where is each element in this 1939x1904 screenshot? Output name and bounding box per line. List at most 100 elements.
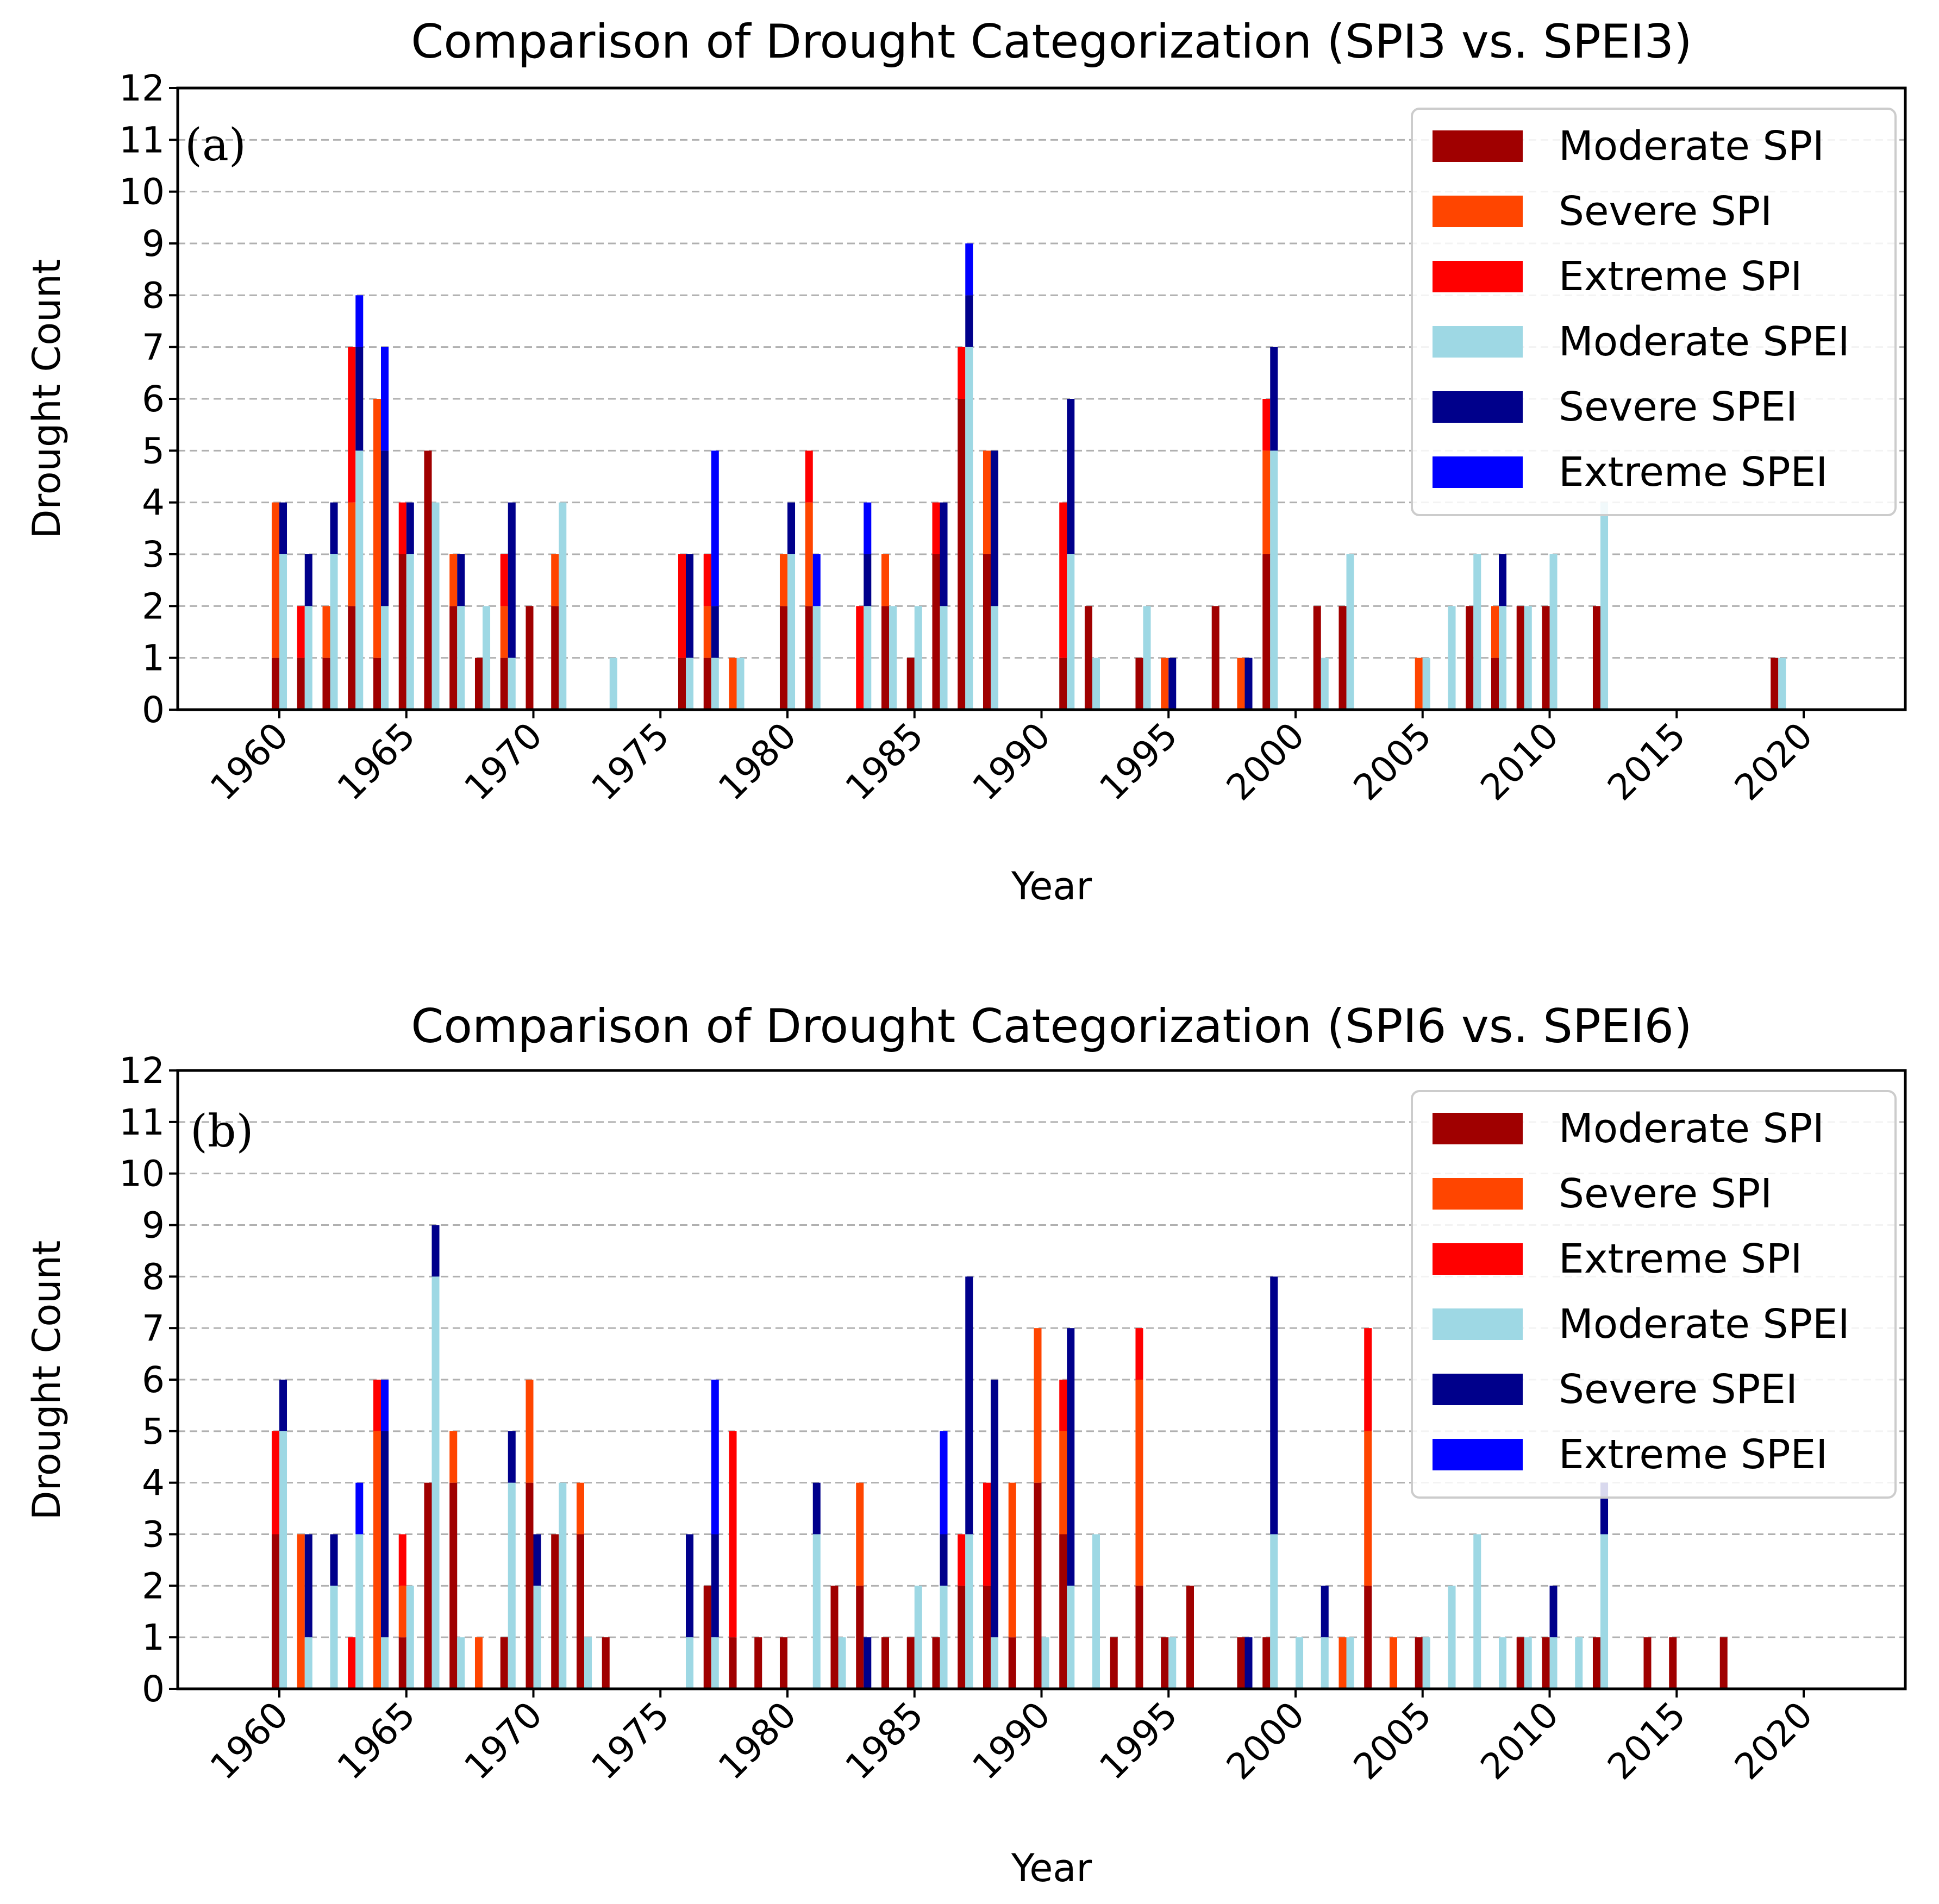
bar-moderate-spei-1966 (431, 502, 440, 710)
bar-severe-spi-1964 (373, 1431, 381, 1689)
bar-severe-spi-1995 (1161, 657, 1169, 710)
bar-moderate-spei-1977 (711, 1637, 719, 1689)
legend-label-severe-spi: Severe SPI (1559, 1170, 1772, 1217)
bar-moderate-spi-1966 (424, 1482, 432, 1689)
y-tick-label: 11 (119, 119, 165, 161)
x-tick-label: 1975 (583, 715, 677, 809)
legend-swatch-extreme-spei (1433, 1439, 1523, 1470)
bar-moderate-spi-1972 (576, 1534, 584, 1689)
bar-severe-spei-1976 (686, 1534, 694, 1638)
bar-severe-spei-1999 (1270, 347, 1278, 451)
bar-moderate-spi-2005 (1415, 1637, 1423, 1689)
bar-extreme-spi-1960 (271, 1431, 279, 1535)
bar-moderate-spi-1999 (1262, 554, 1271, 710)
bar-severe-spei-1998 (1244, 1637, 1253, 1689)
legend-swatch-severe-spi (1433, 1178, 1523, 1210)
bar-severe-spei-1986 (940, 1534, 948, 1586)
bar-severe-spi-1962 (322, 606, 330, 658)
y-tick-label: 2 (142, 585, 165, 627)
x-axis-ticks: 1960 1965 1970 1975 1980 1985 1990 1995 2000 2005… (202, 1689, 1821, 1788)
bar-moderate-spei-1987 (965, 347, 973, 710)
bar-moderate-spi-1980 (779, 1637, 787, 1689)
x-tick-label: 1960 (202, 1694, 296, 1788)
bar-extreme-spi-1986 (932, 502, 940, 554)
bar-moderate-spei-1969 (508, 657, 516, 710)
y-tick-label: 1 (142, 1617, 165, 1658)
bar-moderate-spei-1992 (1092, 1534, 1100, 1689)
bar-moderate-spei-1963 (355, 1534, 364, 1689)
x-tick-label: 1985 (837, 715, 931, 809)
bar-moderate-spei-1971 (559, 502, 567, 710)
x-tick-label: 1995 (1091, 1694, 1185, 1788)
bar-moderate-spi-1970 (526, 1482, 534, 1689)
y-tick-label: 2 (142, 1565, 165, 1607)
x-tick-label: 2005 (1346, 1694, 1440, 1788)
bar-moderate-spi-1994 (1135, 1586, 1143, 1689)
bar-moderate-spei-1960 (279, 554, 287, 710)
y-tick-label: 8 (142, 1256, 165, 1298)
y-tick-label: 3 (142, 534, 165, 575)
bar-moderate-spi-1982 (830, 1586, 839, 1689)
bar-extreme-spei-1963 (355, 295, 364, 347)
bar-moderate-spi-1991 (1059, 1534, 1067, 1689)
bar-moderate-spi-2015 (1669, 1637, 1677, 1689)
bar-moderate-spi-1984 (881, 606, 889, 710)
bar-severe-spei-1960 (279, 1380, 287, 1431)
legend-label-severe-spei: Severe SPEI (1559, 1366, 1798, 1413)
bar-moderate-spi-2003 (1364, 1586, 1372, 1689)
chart-title: Comparison of Drought Categorization (SP… (411, 999, 1692, 1054)
bar-moderate-spei-1967 (457, 1637, 465, 1689)
legend-swatch-moderate-spi (1433, 130, 1523, 162)
bar-extreme-spi-1978 (729, 1431, 737, 1638)
bar-severe-spi-1983 (856, 1482, 864, 1586)
bar-severe-spei-1977 (711, 1534, 719, 1638)
bar-moderate-spei-1976 (686, 657, 694, 710)
bar-moderate-spei-1976 (686, 1637, 694, 1689)
bar-moderate-spi-1967 (449, 606, 458, 710)
bar-extreme-spi-1964 (373, 1380, 381, 1431)
bar-severe-spei-1999 (1270, 1276, 1278, 1535)
bar-extreme-spi-1965 (398, 1534, 406, 1586)
bar-moderate-spei-2002 (1346, 1637, 1354, 1689)
panel-label: (a) (185, 120, 246, 171)
bar-moderate-spei-2007 (1473, 554, 1481, 710)
bar-moderate-spi-2001 (1313, 606, 1321, 710)
bar-moderate-spei-1965 (406, 1586, 414, 1689)
bar-extreme-spei-1964 (381, 347, 389, 451)
bar-moderate-spi-1983 (856, 1586, 864, 1689)
bar-moderate-spei-2010 (1549, 554, 1558, 710)
bar-severe-spi-1967 (449, 1431, 458, 1483)
bar-moderate-spi-1976 (678, 657, 686, 710)
chart-panel-b: Comparison of Drought Categorization (SP… (24, 999, 1907, 1890)
bar-extreme-spi-1987 (958, 1534, 966, 1586)
bar-extreme-spei-1964 (381, 1380, 389, 1431)
bar-severe-spei-1965 (406, 502, 414, 554)
legend-swatch-extreme-spi (1433, 1243, 1523, 1275)
bar-moderate-spei-1981 (812, 1534, 821, 1689)
bar-extreme-spi-1976 (678, 554, 686, 658)
bar-moderate-spi-1962 (322, 657, 330, 710)
bar-moderate-spi-1987 (958, 399, 966, 710)
legend-swatch-severe-spei (1433, 1374, 1523, 1405)
bar-severe-spi-1964 (373, 399, 381, 658)
bar-severe-spei-1991 (1067, 399, 1075, 554)
legend-label-moderate-spi: Moderate SPI (1559, 123, 1824, 170)
bar-moderate-spi-1997 (1211, 606, 1219, 710)
y-tick-label: 7 (142, 327, 165, 368)
bar-severe-spei-1981 (812, 1482, 821, 1535)
bar-moderate-spi-1992 (1084, 606, 1092, 710)
bar-severe-spi-1960 (271, 502, 279, 658)
legend-label-severe-spi: Severe SPI (1559, 188, 1772, 235)
bar-moderate-spi-1967 (449, 1482, 458, 1689)
bar-moderate-spi-1988 (983, 1586, 991, 1689)
y-tick-label: 4 (142, 482, 165, 524)
bar-moderate-spei-1972 (584, 1637, 592, 1689)
bar-moderate-spi-2012 (1592, 1637, 1600, 1689)
bar-moderate-spi-1988 (983, 554, 991, 710)
bar-moderate-spi-2002 (1338, 606, 1347, 710)
bar-moderate-spi-1971 (551, 606, 559, 710)
bar-moderate-spei-2001 (1321, 657, 1329, 710)
bar-moderate-spei-1980 (787, 554, 796, 710)
y-tick-label: 12 (119, 67, 165, 109)
